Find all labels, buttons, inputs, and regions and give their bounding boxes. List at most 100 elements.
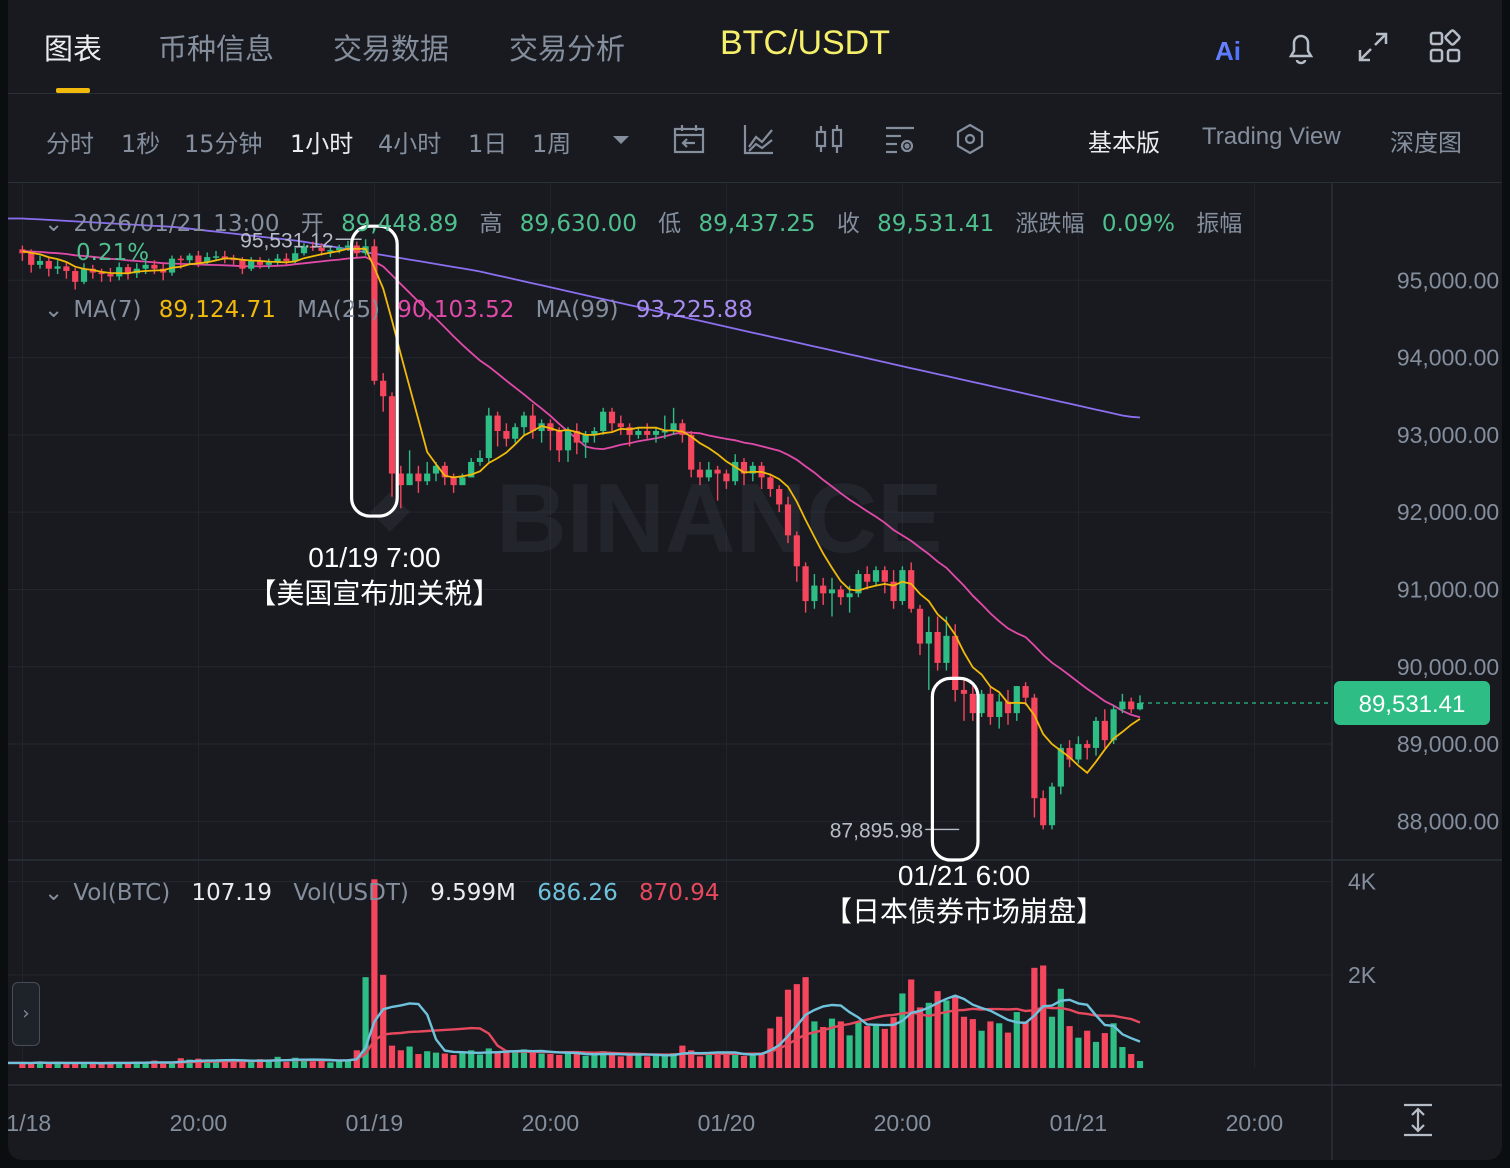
candle-body <box>494 415 501 432</box>
timeframe-1h[interactable]: 1小时 <box>290 130 354 158</box>
timeframe-1d[interactable]: 1日 <box>468 130 508 158</box>
layout-icon[interactable] <box>1426 28 1464 66</box>
candle-body <box>142 264 149 269</box>
ma25-value: 90,103.52 <box>397 297 515 323</box>
candle-body <box>415 473 422 482</box>
timeframe-line[interactable]: 分时 <box>46 130 94 158</box>
ai-icon[interactable]: Ai <box>1212 28 1250 66</box>
view-basic[interactable]: 基本版 <box>1088 130 1160 157</box>
candle-body <box>80 268 88 282</box>
candle-body <box>63 266 70 272</box>
candle-body <box>732 461 739 482</box>
collapse-vol-icon[interactable]: ⌄ <box>44 880 64 906</box>
candle-body <box>767 477 774 489</box>
volume-bar <box>1119 1047 1126 1068</box>
volume-bar <box>978 1030 985 1068</box>
volume-bar <box>1136 1061 1144 1068</box>
volume-bar <box>626 1055 633 1068</box>
tab-trading-analysis[interactable]: 交易分析 <box>509 32 626 66</box>
view-tradingview[interactable]: Trading View <box>1202 123 1341 150</box>
ma7-line <box>22 247 1141 775</box>
ma99-label: MA(99) <box>535 297 619 323</box>
x-tick-label: 01/21 <box>1050 1110 1108 1136</box>
timeframe-15m[interactable]: 15分钟 <box>184 130 263 158</box>
bell-icon[interactable] <box>1282 28 1320 66</box>
volume-bar <box>230 1061 237 1068</box>
candle-body <box>705 469 712 478</box>
axes-layer: 95,000.00 94,000.00 93,000.00 92,000.00 91,0… <box>8 183 1502 1160</box>
indicator-icon[interactable] <box>742 122 776 156</box>
settings-icon[interactable] <box>883 122 917 156</box>
dropdown-caret-icon[interactable] <box>604 122 638 156</box>
price-chart[interactable]: BINANCE 95,000.00 94,000.00 93,000.00 92,00… <box>8 183 1502 1160</box>
y-tick-label: 92,000.00 <box>1397 499 1499 525</box>
close-label: 收 <box>836 211 860 237</box>
volume-bar <box>573 1054 580 1068</box>
candle-body <box>107 274 114 277</box>
volume-bar <box>925 1002 932 1068</box>
volume-bar <box>292 1057 299 1068</box>
layers-icon[interactable] <box>953 122 987 156</box>
candle-body <box>1013 686 1020 714</box>
candle-body <box>283 258 290 261</box>
volume-bar <box>1057 988 1064 1068</box>
tab-coin-info[interactable]: 币种信息 <box>158 32 275 66</box>
x-tick-label: 01/20 <box>698 1110 756 1136</box>
volume-bar <box>696 1056 704 1068</box>
y-tick-label: 90,000.00 <box>1397 654 1499 680</box>
candle-body <box>784 504 792 536</box>
sidebar-expand-button[interactable]: › <box>12 982 40 1046</box>
svg-text:Ai: Ai <box>1215 36 1241 66</box>
volume-bar <box>476 1054 484 1068</box>
candle-body <box>28 253 35 265</box>
candle-body <box>450 477 457 486</box>
volume-bar <box>371 879 378 1068</box>
annotation-layer: 95,531.12 87,895.98 01/19 7:00 【美国宣布加关税】 01/… <box>240 224 1490 927</box>
volume-bar <box>740 1055 748 1068</box>
view-depth[interactable]: 深度图 <box>1390 130 1462 157</box>
candle-body <box>212 256 220 258</box>
volume-bar <box>776 1016 783 1068</box>
axis-scale-icon <box>1404 1103 1432 1137</box>
volume-bar <box>256 1059 264 1068</box>
volume-bar <box>327 1062 334 1068</box>
timeframe-4h[interactable]: 4小时 <box>378 130 442 158</box>
volume-bar <box>758 1052 765 1068</box>
volume-bar <box>811 1021 818 1068</box>
volume-bar <box>591 1054 598 1068</box>
candle-body <box>987 693 994 718</box>
low-value: 89,437.25 <box>698 211 816 237</box>
ma99-line <box>8 217 1141 419</box>
volume-bar <box>300 1059 308 1068</box>
amplitude-label: 振幅 <box>1196 211 1243 237</box>
candle-body <box>943 635 950 663</box>
volume-bar <box>283 1061 290 1068</box>
volume-bar <box>80 1063 88 1068</box>
calendar-icon[interactable] <box>672 122 706 156</box>
volume-bar <box>107 1062 114 1068</box>
timeframe-1s[interactable]: 1秒 <box>121 130 161 158</box>
candle-body <box>934 631 941 663</box>
expand-icon[interactable] <box>1354 28 1392 66</box>
candle-body <box>239 259 246 269</box>
candle-body <box>186 255 193 261</box>
tab-trading-data[interactable]: 交易数据 <box>333 32 450 66</box>
candle-type-icon[interactable] <box>812 122 846 156</box>
volume-bar <box>749 1054 756 1068</box>
collapse-ma-icon[interactable]: ⌄ <box>44 297 64 323</box>
volume-bar <box>1048 1016 1056 1068</box>
candle-body <box>309 246 316 248</box>
open-label: 开 <box>300 211 324 237</box>
volume-bar <box>503 1050 510 1068</box>
collapse-ohlc-icon[interactable]: ⌄ <box>44 211 64 237</box>
timeframe-1w[interactable]: 1周 <box>532 130 572 158</box>
candle-body <box>582 434 589 443</box>
ma7-value: 89,124.71 <box>158 297 276 323</box>
candle-body <box>1057 747 1064 787</box>
volume-bar <box>142 1062 149 1068</box>
candle-body <box>837 589 844 598</box>
vol-ma-a-value: 686.26 <box>537 880 618 906</box>
ma99-value: 93,225.88 <box>635 297 753 323</box>
candle-body <box>441 465 448 478</box>
tab-chart[interactable]: 图表 <box>44 32 103 66</box>
